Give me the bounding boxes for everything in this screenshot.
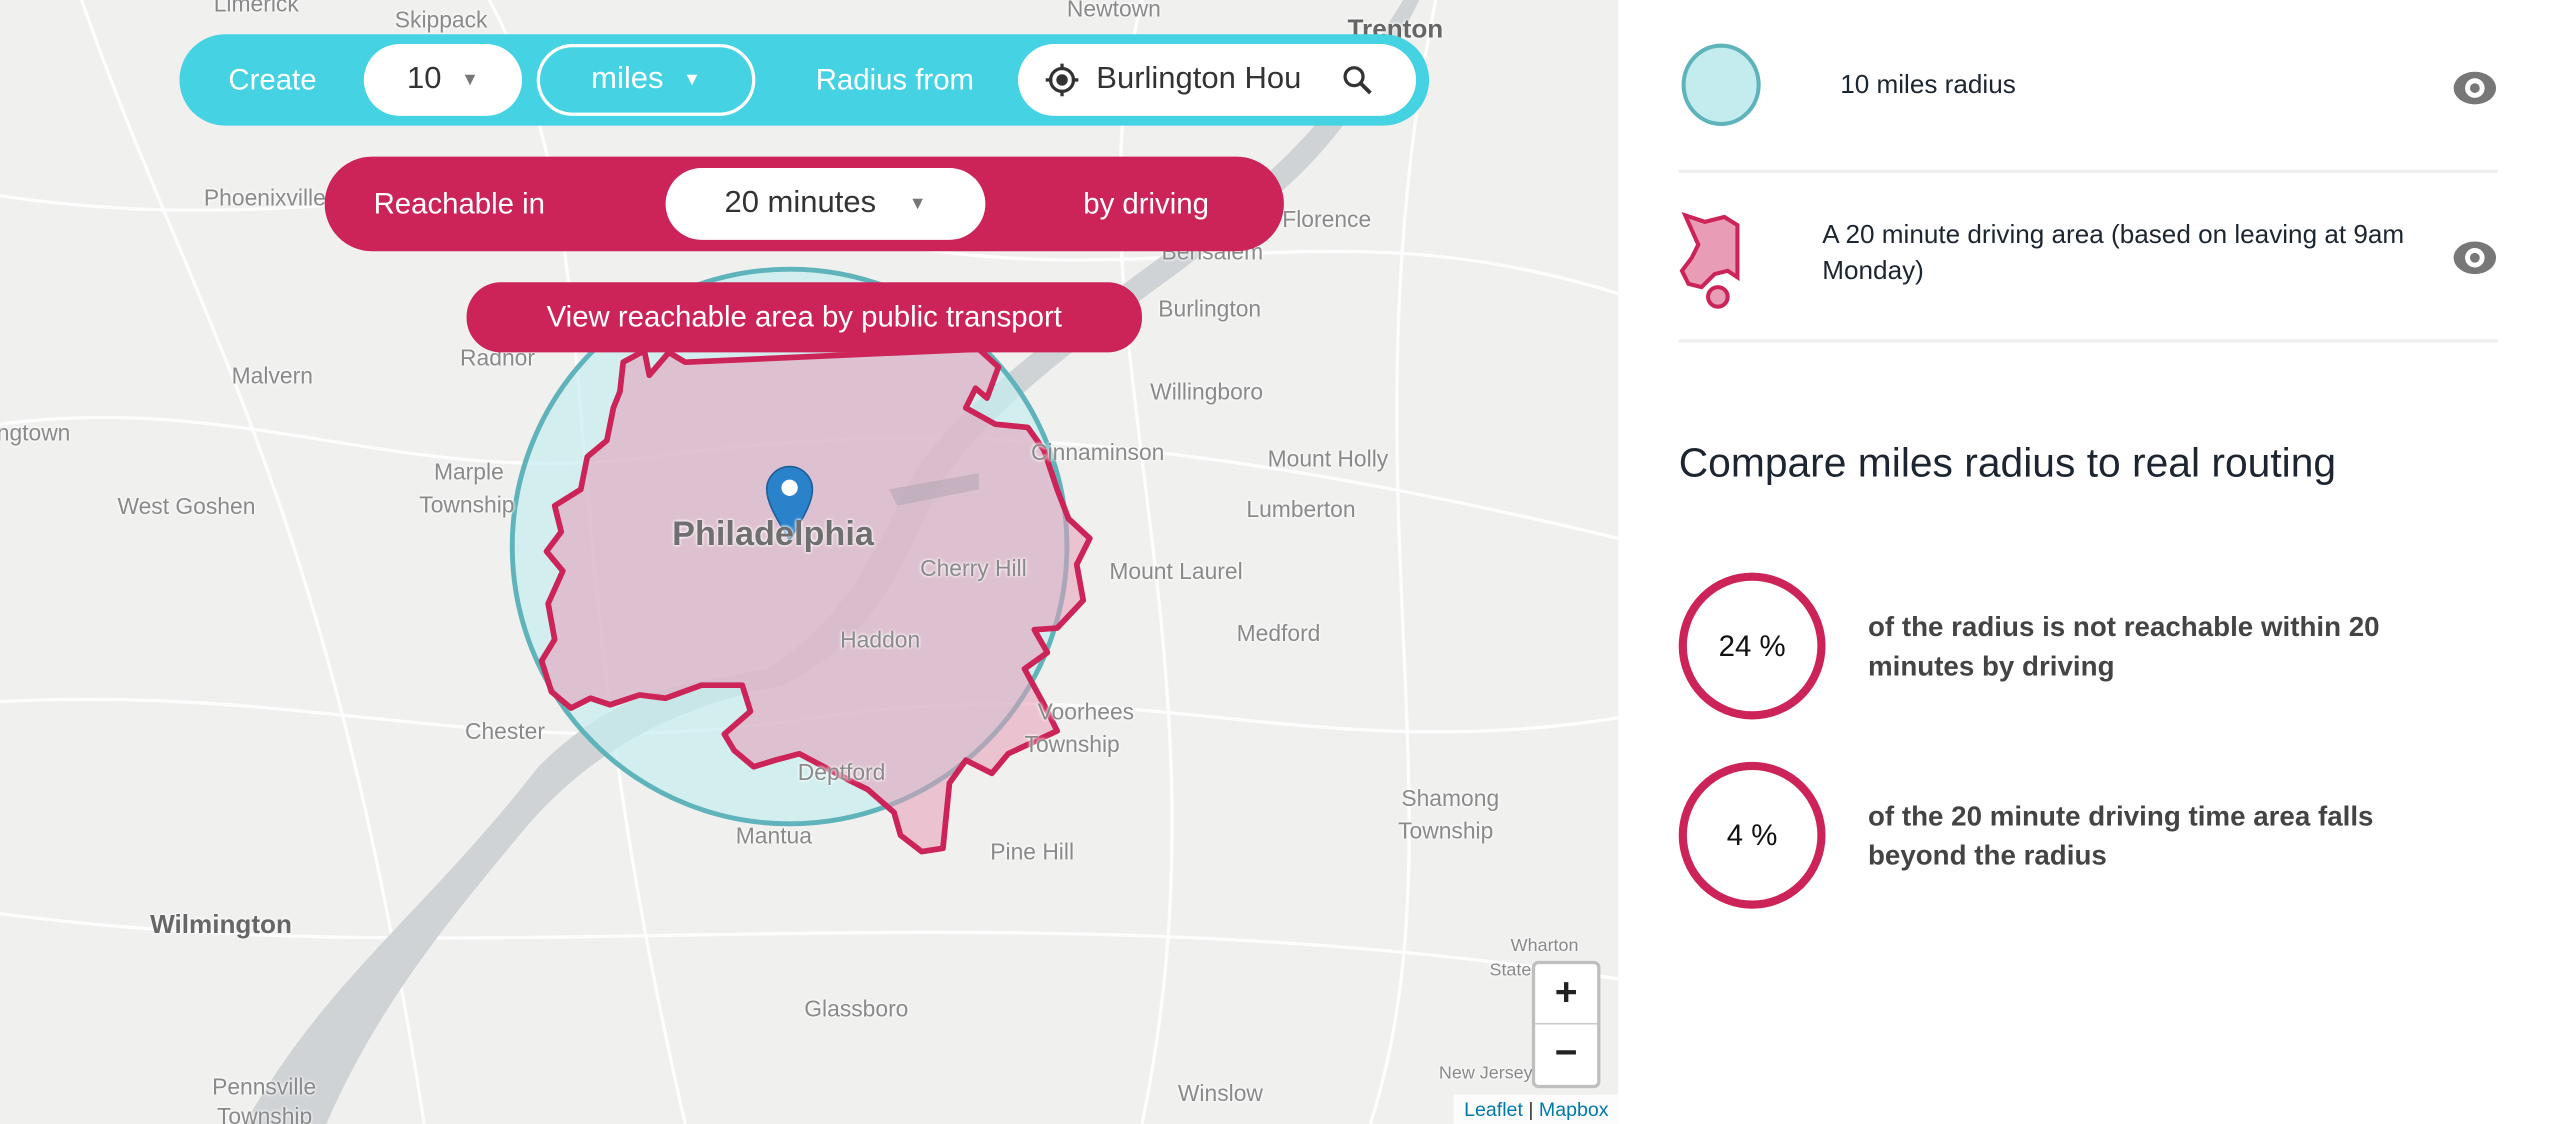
map-label: West Goshen	[117, 492, 256, 519]
circle-swatch-icon	[1681, 43, 1761, 127]
stat-beyond-radius: 4 % of the 20 minute driving time area f…	[1678, 761, 2527, 912]
eye-icon[interactable]	[2452, 70, 2498, 106]
map-label: Newtown	[1066, 0, 1161, 22]
unit-select[interactable]: miles ▼	[536, 44, 756, 116]
map-label: Lumberton	[1246, 495, 1356, 523]
map-label: Pennsville	[212, 1073, 317, 1100]
map-label: Skippack	[394, 6, 488, 33]
map-label: Malvern	[231, 362, 313, 389]
caret-down-icon: ▼	[683, 70, 701, 90]
map-label: Shamong	[1401, 784, 1500, 811]
legend-item-driving-area: A 20 minute driving area (based on leavi…	[1678, 173, 2498, 343]
stat-value: 4 %	[1678, 761, 1826, 909]
map-label: Voorhees	[1037, 698, 1135, 725]
map-label: Mount Laurel	[1109, 557, 1243, 585]
legend-label: 10 miles radius	[1840, 71, 2016, 100]
zoom-in-button[interactable]: +	[1535, 964, 1598, 1025]
radius-value: 10	[407, 61, 442, 97]
map-label: Deptford	[797, 758, 886, 785]
map-label: Burlington	[1158, 295, 1262, 322]
mapbox-link[interactable]: Mapbox	[1538, 1097, 1609, 1121]
map-label: Wilmington	[150, 911, 292, 940]
radius-controls-bar: Create 10 ▼ miles ▼ Radius from Burlington…	[179, 34, 1430, 126]
location-value: Burlington Hou	[1096, 61, 1302, 97]
time-value: 20 minutes	[724, 185, 877, 221]
reachable-controls-bar: Reachable in 20 minutes ▼ by driving	[324, 156, 1284, 252]
map-label: Cherry Hill	[920, 554, 1027, 581]
crosshair-icon[interactable]	[1044, 62, 1080, 98]
location-marker-icon	[765, 465, 814, 542]
zoom-control: + −	[1531, 960, 1601, 1089]
caret-down-icon: ▼	[461, 70, 479, 90]
caret-down-icon: ▼	[908, 194, 927, 214]
map-label: Township	[419, 491, 515, 518]
map-label: Glassboro	[804, 995, 909, 1022]
legend-item-radius: 10 miles radius	[1678, 0, 2498, 173]
unit-value: miles	[591, 61, 664, 97]
map-label: Township	[216, 1102, 313, 1124]
map-label: Phoenixville	[203, 184, 326, 211]
stat-text: of the radius is not reachable within 20…	[1867, 611, 2380, 682]
side-panel: 10 miles radius A 20 minute driving area…	[1618, 0, 2558, 1124]
eye-icon[interactable]	[2452, 240, 2498, 276]
map[interactable]: Limerick Skippack Newtown Trenton Phoeni…	[0, 0, 1619, 1124]
map-label: Willingboro	[1150, 378, 1264, 405]
public-transport-button[interactable]: View reachable area by public transport	[466, 282, 1142, 353]
map-label: Township	[1398, 817, 1494, 844]
legend-label: A 20 minute driving area (based on leavi…	[1822, 221, 2405, 286]
blob-swatch-icon	[1679, 212, 1740, 309]
reachable-label: Reachable in	[373, 186, 546, 220]
stat-text: of the 20 minute driving time area falls…	[1867, 801, 2374, 872]
map-label: State	[1489, 960, 1532, 981]
compare-title: Compare miles radius to real routing	[1678, 440, 2337, 487]
create-label: Create	[228, 62, 317, 96]
map-label: Medford	[1236, 619, 1321, 647]
zoom-out-button[interactable]: −	[1554, 1031, 1578, 1076]
map-label: Philadelphia	[672, 515, 874, 554]
attribution-separator: |	[1528, 1097, 1534, 1121]
map-label: ngtown	[0, 419, 71, 446]
map-overlays	[509, 266, 1093, 855]
map-label: Limerick	[213, 0, 299, 17]
driving-area-polygon	[538, 346, 1093, 855]
time-select[interactable]: 20 minutes ▼	[665, 168, 986, 240]
map-label: Mount Holly	[1267, 445, 1389, 472]
map-label: Township	[1024, 730, 1120, 757]
location-input[interactable]: Burlington Hou	[1017, 44, 1417, 116]
search-icon[interactable]	[1341, 64, 1374, 97]
leaflet-link[interactable]: Leaflet	[1464, 1097, 1523, 1121]
map-label: New Jersey	[1438, 1063, 1533, 1084]
map-label: Haddon	[840, 626, 921, 653]
stat-unreachable: 24 % of the radius is not reachable with…	[1678, 572, 2527, 723]
map-label: Cinnaminson	[1031, 438, 1165, 465]
map-label: Mantua	[735, 822, 812, 849]
map-label: Winslow	[1177, 1079, 1263, 1107]
mode-label[interactable]: by driving	[1083, 186, 1209, 220]
map-label: Marple	[433, 458, 504, 485]
map-label: Pine Hill	[990, 838, 1075, 865]
map-label: Wharton	[1510, 936, 1579, 957]
radius-from-label: Radius from	[815, 62, 974, 96]
map-label: Florence	[1282, 205, 1372, 232]
attribution: Leaflet | Mapbox	[1454, 1094, 1619, 1124]
map-label: Chester	[464, 717, 545, 744]
stat-value: 24 %	[1678, 572, 1826, 720]
radius-value-select[interactable]: 10 ▼	[363, 44, 523, 116]
